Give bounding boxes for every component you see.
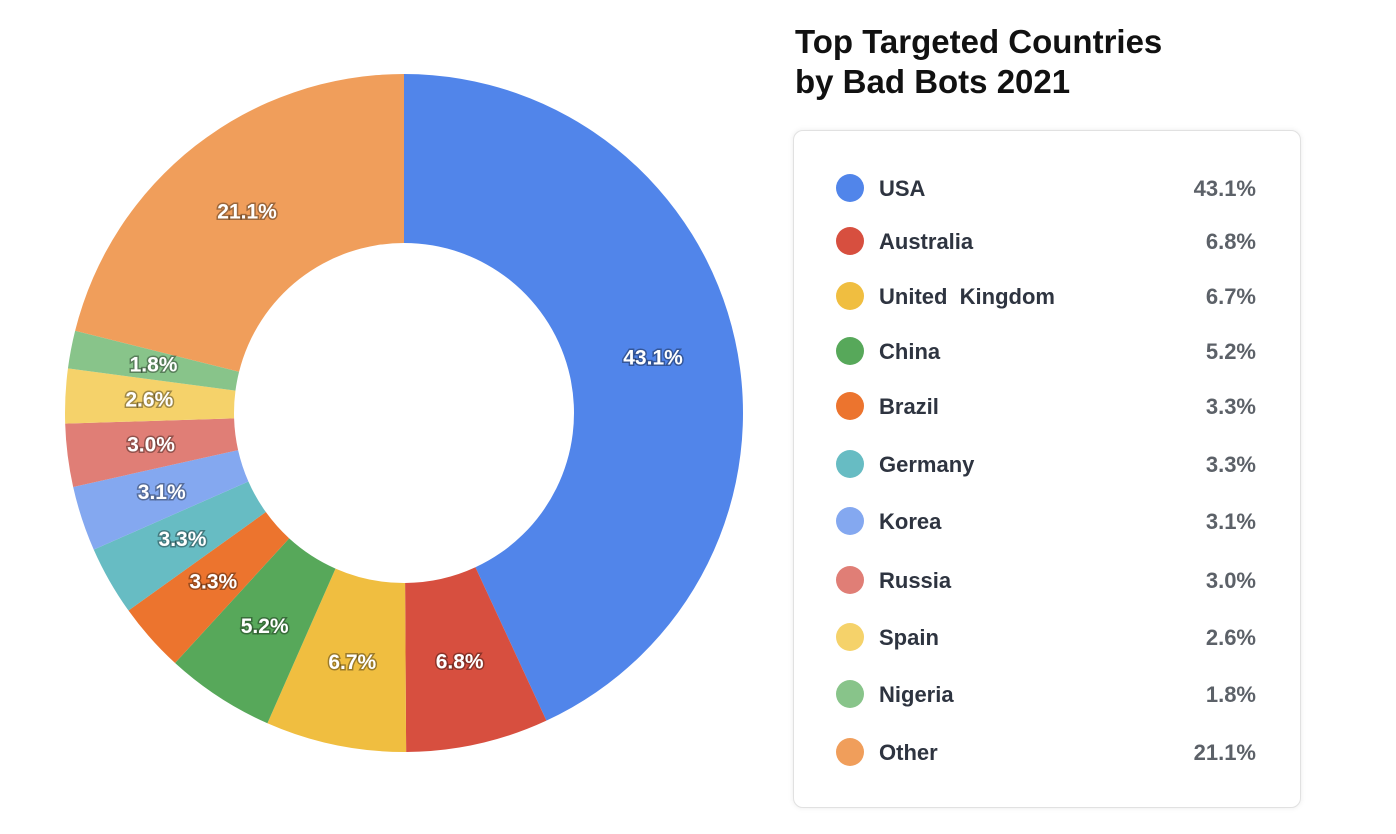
donut-chart: 43.1%6.8%6.7%5.2%3.3%3.3%3.1%3.0%2.6%1.8…: [65, 74, 743, 752]
legend-item-russia[interactable]: Russia 3.0%: [794, 560, 1300, 600]
legend-label: United Kingdom: [879, 284, 1055, 309]
legend-label: Brazil: [879, 394, 939, 419]
legend-item-brazil[interactable]: Brazil 3.3%: [794, 386, 1300, 426]
slice-brazil[interactable]: [128, 512, 290, 664]
slice-australia[interactable]: [405, 567, 547, 752]
legend-item-spain[interactable]: Spain 2.6%: [794, 617, 1300, 657]
legend-label: China: [879, 339, 941, 364]
chart-title-line-1: Top Targeted Countries: [795, 23, 1163, 60]
slice-label-germany: 3.3%: [159, 528, 207, 551]
legend-color-swatch: [836, 174, 864, 202]
legend-label: Korea: [879, 509, 942, 534]
legend-value: 2.6%: [1205, 625, 1256, 650]
legend-color-swatch: [836, 392, 864, 420]
slice-label-brazil: 3.3%: [189, 571, 237, 594]
legend-label: Other: [879, 740, 938, 765]
legend-color-swatch: [836, 507, 864, 535]
slice-label-australia: 6.8%: [436, 650, 484, 673]
legend-item-germany[interactable]: Germany 3.3%: [794, 444, 1300, 484]
legend-label: Spain: [879, 625, 939, 650]
slice-label-spain: 2.6%: [125, 389, 173, 412]
chart-title: Top Targeted Countries by Bad Bots 2021: [795, 22, 1355, 102]
legend-value: 5.2%: [1205, 339, 1256, 364]
legend-item-usa[interactable]: USA 43.1%: [794, 168, 1300, 208]
chart-title-line-2: by Bad Bots 2021: [795, 63, 1071, 100]
legend-color-swatch: [836, 282, 864, 310]
legend-label: Australia: [879, 229, 974, 254]
legend-color-swatch: [836, 227, 864, 255]
legend-color-swatch: [836, 450, 864, 478]
legend-value: 43.1%: [1193, 176, 1256, 201]
slice-russia[interactable]: [65, 418, 239, 487]
legend-item-nigeria[interactable]: Nigeria 1.8%: [794, 674, 1300, 714]
slice-germany[interactable]: [93, 481, 266, 611]
legend-color-swatch: [836, 566, 864, 594]
legend-value: 3.0%: [1205, 568, 1256, 593]
slice-label-united-kingdom: 6.7%: [328, 651, 376, 674]
legend-panel: USA 43.1% Australia 6.8% United Kingdom 6.7% C…: [793, 130, 1301, 808]
legend-label: Nigeria: [879, 682, 954, 707]
slice-label-nigeria: 1.8%: [130, 354, 178, 377]
slice-china[interactable]: [175, 538, 336, 724]
slice-label-korea: 3.1%: [138, 481, 186, 504]
slice-other[interactable]: [75, 74, 405, 372]
legend-label: USA: [879, 176, 926, 201]
legend-value: 3.3%: [1205, 394, 1256, 419]
legend-value: 21.1%: [1193, 740, 1256, 765]
legend-item-korea[interactable]: Korea 3.1%: [794, 501, 1300, 541]
slice-spain[interactable]: [65, 368, 236, 424]
legend-item-australia[interactable]: Australia 6.8%: [794, 221, 1300, 261]
legend-value: 3.1%: [1205, 509, 1256, 534]
legend-color-swatch: [836, 680, 864, 708]
donut-slice-labels: 43.1%6.8%6.7%5.2%3.3%3.3%3.1%3.0%2.6%1.8…: [124, 199, 685, 676]
legend-value: 6.8%: [1205, 229, 1256, 254]
legend-label: Russia: [879, 568, 952, 593]
legend-value: 6.7%: [1205, 284, 1256, 309]
slice-united-kingdom[interactable]: [267, 568, 407, 752]
legend-label: Germany: [879, 452, 975, 477]
legend-value: 3.3%: [1205, 452, 1256, 477]
slice-label-usa: 43.1%: [623, 347, 683, 370]
legend-item-united-kingdom[interactable]: United Kingdom 6.7%: [794, 276, 1300, 316]
slice-nigeria[interactable]: [67, 330, 240, 391]
slice-label-china: 5.2%: [241, 615, 289, 638]
legend-item-other[interactable]: Other 21.1%: [794, 732, 1300, 772]
legend-color-swatch: [836, 623, 864, 651]
legend-color-swatch: [836, 738, 864, 766]
legend-color-swatch: [836, 337, 864, 365]
donut-slices: [65, 74, 743, 752]
legend-value: 1.8%: [1205, 682, 1256, 707]
slice-korea[interactable]: [73, 450, 249, 550]
slice-usa[interactable]: [404, 74, 743, 721]
legend-item-china[interactable]: China 5.2%: [794, 331, 1300, 371]
slice-label-russia: 3.0%: [127, 433, 175, 456]
slice-label-other: 21.1%: [217, 201, 277, 224]
